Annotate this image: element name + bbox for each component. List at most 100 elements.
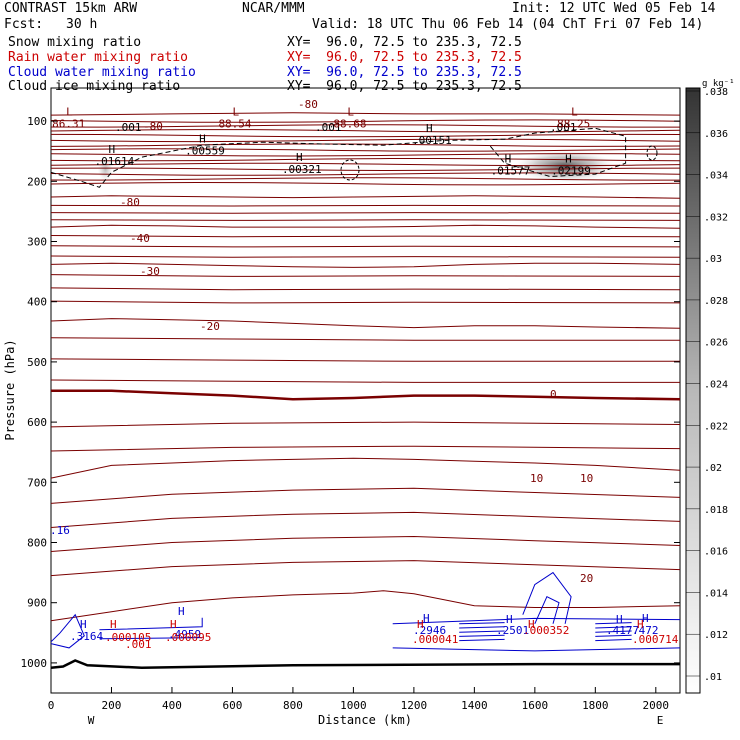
model-title: CONTRAST 15km ARW <box>4 1 138 16</box>
extreme-value: 88.68 <box>333 117 366 130</box>
x-tick-label: 1600 <box>522 699 549 712</box>
isotherm-line <box>50 204 681 207</box>
extreme-marker-L: L <box>347 105 354 118</box>
colorbar-tick-label: .018 <box>704 505 728 516</box>
isotherm-line <box>50 212 681 214</box>
y-tick-label: 500 <box>27 356 47 369</box>
extreme-marker-H: H <box>199 132 206 145</box>
cloud-water-contour <box>459 638 505 642</box>
center-label: NCAR/MMM <box>242 1 305 16</box>
y-tick-label: 900 <box>27 597 47 610</box>
init-time: Init: 12 UTC Wed 05 Feb 14 <box>512 1 716 16</box>
cloud-water-contour <box>459 634 505 637</box>
extreme-value: 88.54 <box>218 117 251 130</box>
extreme-marker-H: H <box>296 151 303 164</box>
upper-isotherm-line <box>50 138 681 143</box>
snow-contour-small <box>646 145 658 161</box>
y-tick-label: 800 <box>27 537 47 550</box>
extreme-value: .01577 <box>491 164 531 177</box>
colorbar-tick-label: .014 <box>704 588 728 599</box>
cloud-water-contour <box>595 634 632 637</box>
extreme-value: 86.31 <box>52 117 85 130</box>
cloud-water-max-marker: H <box>423 612 430 625</box>
extreme-marker-L: L <box>232 105 239 118</box>
y-tick-label: 400 <box>27 296 47 309</box>
cloud-water-contour <box>99 617 203 631</box>
cloud-water-max-marker: H <box>506 613 513 626</box>
x-tick-label: 800 <box>283 699 303 712</box>
isotherm-line <box>50 255 681 258</box>
upper-isotherm-line <box>50 143 681 147</box>
isotherm-label--40: -40 <box>130 232 150 245</box>
ground-surface <box>50 659 680 669</box>
rain-water-max-marker: H <box>170 618 177 631</box>
cloud-water-contour <box>459 622 505 625</box>
cloud-water-contour <box>50 613 85 649</box>
isotherm-label--20: -20 <box>200 320 220 333</box>
isotherm-line <box>50 421 681 428</box>
x-tick-label: 1800 <box>582 699 609 712</box>
field-name-rain: Rain water mixing ratio <box>8 50 189 65</box>
field-xy-snow: XY= 96.0, 72.5 to 235.3, 72.5 <box>287 35 522 50</box>
rain-water-max-marker: H <box>417 618 424 631</box>
colorbar-tick-label: .032 <box>704 212 728 223</box>
x-tick-label: 600 <box>223 699 243 712</box>
cloud-water-value: .2501 <box>496 624 529 637</box>
extreme-value: .00321 <box>282 163 322 176</box>
cloud-water-value: .3164 <box>70 630 103 643</box>
y-axis-title: Pressure (hPa) <box>3 339 17 440</box>
upper-isotherm-line <box>50 162 681 167</box>
field-name-cloud-ice: Cloud ice mixing ratio <box>8 79 181 94</box>
west-label: W <box>88 714 95 727</box>
colorbar-tick-label: .028 <box>704 296 728 307</box>
cloud-water-contour <box>392 647 681 652</box>
east-label: E <box>657 714 664 727</box>
upper-isotherm-line <box>50 167 681 172</box>
colorbar-tick-label: .022 <box>704 421 728 432</box>
isotherm-line <box>50 274 681 277</box>
field-xy-cloud-ice: XY= 96.0, 72.5 to 235.3, 72.5 <box>287 79 522 94</box>
isotherm-line <box>50 219 681 221</box>
upper-isotherm-line <box>50 172 681 176</box>
extreme-marker-H: H <box>426 122 433 135</box>
cloud-water-contour <box>522 571 572 624</box>
cloud-water-max-marker: H <box>642 612 649 625</box>
colorbar <box>685 87 701 694</box>
cloud-water-value: .472 <box>632 624 659 637</box>
rain-water-value: .000352 <box>523 624 569 637</box>
colorbar-tick-label: .026 <box>704 338 728 349</box>
isotherm-line <box>50 560 681 577</box>
field-name-snow: Snow mixing ratio <box>8 35 142 50</box>
cloud-water-max-marker: H <box>178 605 185 618</box>
isotherm-line <box>50 511 681 528</box>
y-tick-label: 100 <box>27 115 47 128</box>
cloud-water-value: .4177 <box>606 624 639 637</box>
field-xy-rain: XY= 96.0, 72.5 to 235.3, 72.5 <box>287 50 522 65</box>
extreme-value: .01614 <box>94 155 134 168</box>
isotherm-label-20: 20 <box>580 572 593 585</box>
colorbar-tick-label: .012 <box>704 630 728 641</box>
isotherm-label--80: -80 <box>143 120 163 133</box>
cloud-water-contour <box>392 617 681 625</box>
upper-isotherm-line <box>50 148 681 152</box>
forecast-label: Fcst: <box>4 17 44 32</box>
isotherm--30 <box>50 224 681 229</box>
forecast-hour: 30 h <box>66 17 98 32</box>
isotherm-20 <box>50 590 681 622</box>
isotherm-label--80: -80 <box>298 98 318 111</box>
cloud-water-contour <box>595 622 632 625</box>
cloud-water-contour <box>595 626 632 629</box>
isotherm-0 <box>51 389 681 401</box>
y-tick-label: 700 <box>27 476 47 489</box>
cloud-water-contour <box>459 630 505 633</box>
isotherm--20 <box>50 262 681 268</box>
cloud-water-contour <box>534 596 560 625</box>
cloud-water-max-marker: H <box>616 613 623 626</box>
colorbar-tick-label: .02 <box>704 463 722 474</box>
rain-water-value: .000105 <box>105 631 151 644</box>
isotherm-label--30: -30 <box>140 265 160 278</box>
y-tick-label: 300 <box>27 236 47 249</box>
upper-isotherm-line <box>50 177 680 181</box>
cloud-water-contour <box>595 638 632 642</box>
